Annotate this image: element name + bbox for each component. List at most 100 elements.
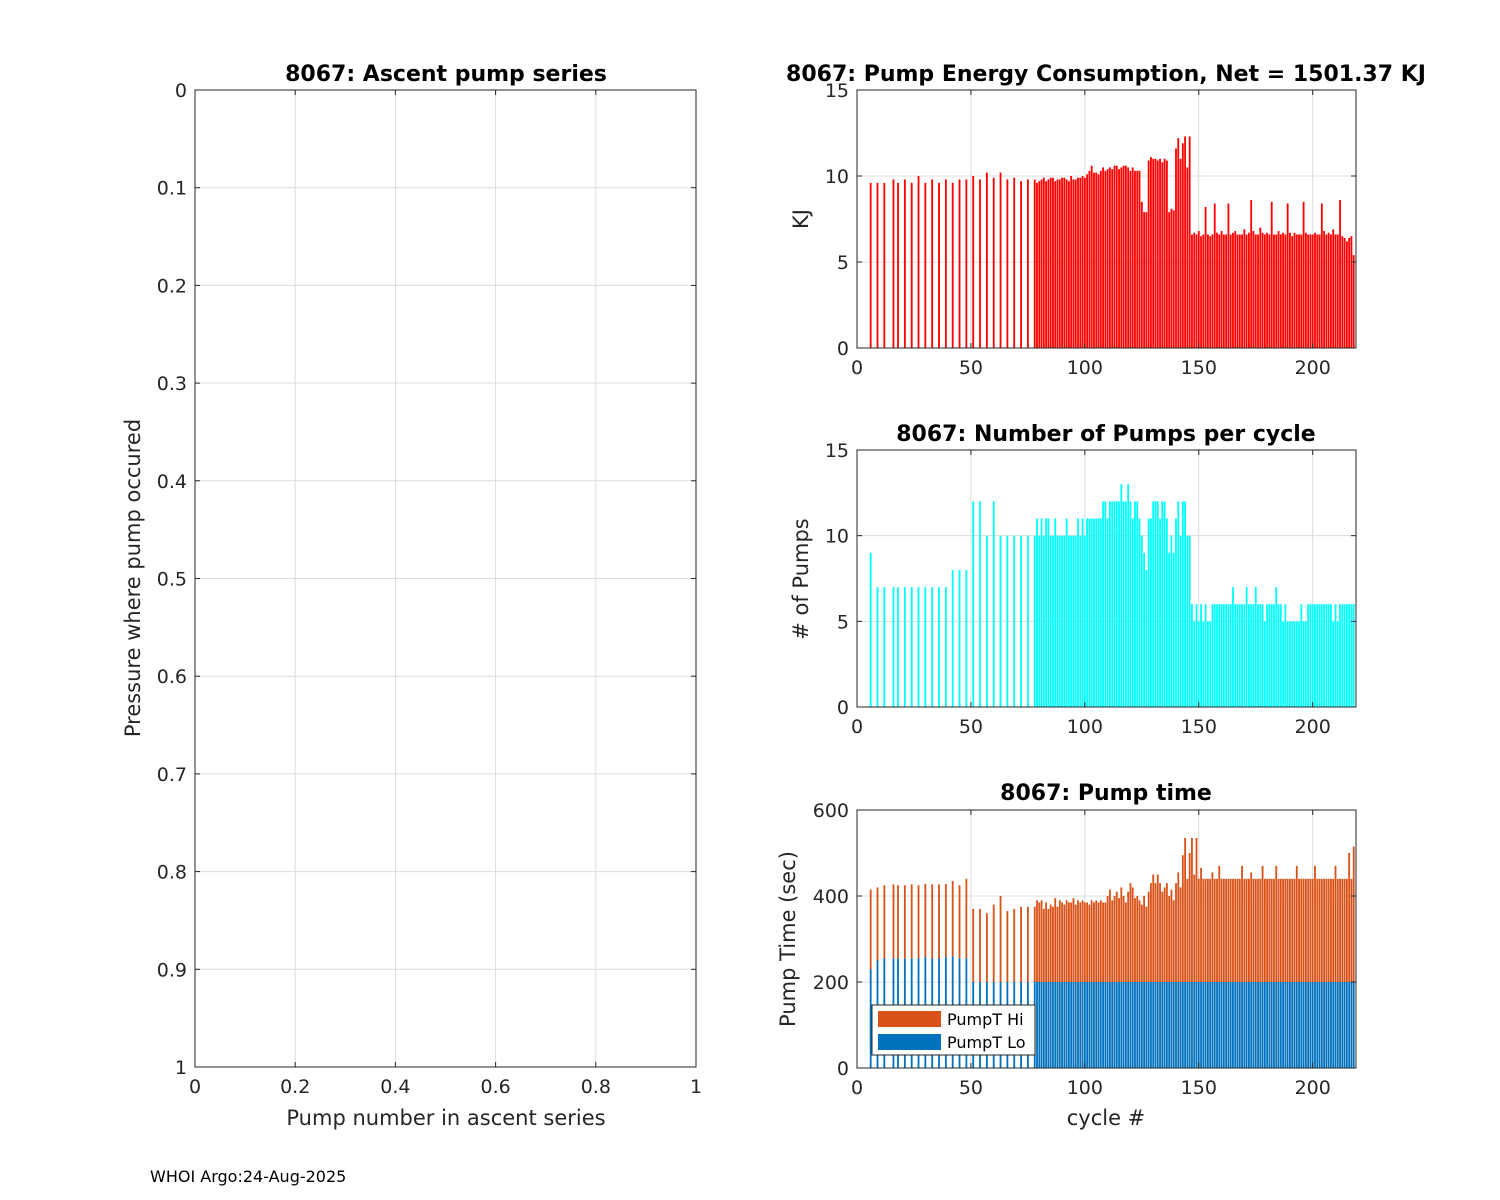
energy-bar bbox=[1302, 201, 1305, 348]
pumpt-lo-bar bbox=[1052, 982, 1054, 1068]
energy-bar bbox=[1193, 232, 1196, 348]
pumpt-lo-bar bbox=[1118, 982, 1120, 1068]
pumpt-lo-bar bbox=[1090, 982, 1093, 1068]
energy-bar bbox=[1209, 236, 1212, 348]
pumpt-lo-bar bbox=[1314, 982, 1316, 1068]
pumpt-lo-bar bbox=[1222, 982, 1225, 1068]
pumpt-hi-bar bbox=[1222, 878, 1225, 982]
pumpt-lo-bar bbox=[1138, 982, 1141, 1068]
pumpt-lo-bar bbox=[1134, 982, 1136, 1068]
pumps-bar bbox=[1081, 518, 1084, 707]
pumpt-hi-bar bbox=[1063, 904, 1066, 982]
energy-bar bbox=[1345, 241, 1348, 348]
pumps-bar bbox=[1234, 604, 1237, 707]
pumpt-hi-bar bbox=[1168, 896, 1171, 982]
pumpt-lo-bar bbox=[1159, 982, 1161, 1068]
energy-bar bbox=[1200, 236, 1202, 348]
pumps-bar bbox=[1332, 621, 1335, 707]
pumpt-lo-bar bbox=[1343, 982, 1346, 1068]
pumpt-lo-bar bbox=[1263, 982, 1266, 1068]
energy-bar bbox=[1216, 232, 1218, 348]
ascent-xtick-label: 0.4 bbox=[380, 1076, 410, 1098]
pumps-bar bbox=[1259, 604, 1262, 707]
energy-bar bbox=[1232, 232, 1234, 348]
energy-bar bbox=[1341, 236, 1344, 348]
pumpt-lo-bar bbox=[1193, 982, 1196, 1068]
pumpt-hi-bar bbox=[1259, 878, 1262, 982]
pumps-bar bbox=[1206, 621, 1209, 707]
ascent-ytick-label: 0.1 bbox=[157, 178, 187, 200]
pumpt-hi-bar bbox=[1289, 878, 1291, 982]
pumpt-lo-bar bbox=[1259, 982, 1262, 1068]
pumpt-lo-bar bbox=[1206, 982, 1209, 1068]
pumps-plot-frame bbox=[856, 449, 1357, 708]
pumpt-hi-bar bbox=[1339, 878, 1341, 982]
pumpt-hi-bar bbox=[1186, 878, 1189, 982]
energy-bar bbox=[1211, 234, 1214, 348]
ascent-title: 8067: Ascent pump series bbox=[285, 62, 607, 87]
energy-bar bbox=[1330, 234, 1332, 348]
pumpt-hi-bar bbox=[1345, 878, 1348, 982]
pumpt-lo-bar bbox=[1238, 982, 1241, 1068]
pumpt-hi-bar bbox=[1152, 874, 1155, 982]
energy-bar bbox=[1261, 232, 1264, 348]
energy-bar bbox=[1222, 234, 1225, 348]
ascent-xtick-label: 0.6 bbox=[480, 1076, 510, 1098]
energy-bar bbox=[1045, 181, 1048, 348]
pumpt-lo-bar bbox=[1161, 982, 1164, 1068]
energy-xtick-label: 200 bbox=[1295, 357, 1331, 379]
pumpt-hi-bar bbox=[938, 884, 940, 959]
pumps-bar bbox=[1320, 604, 1323, 707]
pumpt-hi-bar bbox=[1175, 883, 1177, 982]
pumpt-hi-bar bbox=[1211, 872, 1214, 982]
pumps-bar bbox=[903, 587, 906, 707]
pumps-bar bbox=[1090, 518, 1093, 707]
pumps-bar bbox=[1286, 621, 1289, 707]
pumps-bar bbox=[1229, 604, 1232, 707]
pumps-bar bbox=[1122, 501, 1125, 707]
pumpt-hi-bar bbox=[1047, 908, 1050, 982]
pumpt-hi-bar bbox=[1090, 900, 1093, 982]
pumpt-lo-bar bbox=[1143, 982, 1146, 1068]
energy-bar bbox=[1036, 182, 1038, 348]
pumps-bar bbox=[1209, 621, 1212, 707]
pumpt-hi-bar bbox=[1302, 878, 1305, 982]
pumps-bar bbox=[938, 587, 940, 707]
pumps-bar bbox=[1270, 604, 1273, 707]
pumps-bar bbox=[1252, 604, 1255, 707]
energy-bar bbox=[1033, 179, 1036, 348]
pumpt-lo-bar bbox=[1122, 982, 1125, 1068]
energy-bar bbox=[1218, 234, 1221, 348]
ascent-ytick-label: 0.4 bbox=[157, 471, 187, 493]
energy-bar bbox=[1311, 234, 1314, 348]
pumps-bar bbox=[1184, 501, 1187, 707]
pumpt-hi-bar bbox=[1200, 868, 1202, 982]
pumpt-lo-bar bbox=[1236, 982, 1239, 1068]
pumptime-xlabel: cycle # bbox=[1067, 1106, 1146, 1130]
pumpt-hi-bar bbox=[1277, 878, 1280, 982]
pumpt-lo-bar bbox=[1352, 982, 1355, 1068]
energy-bar bbox=[1138, 170, 1141, 348]
pumpt-lo-bar bbox=[1140, 982, 1143, 1068]
energy-bar bbox=[1277, 231, 1280, 348]
energy-bar bbox=[1102, 167, 1104, 348]
pumps-bar bbox=[1147, 518, 1150, 707]
energy-bar bbox=[1213, 203, 1216, 348]
pumps-bar bbox=[1325, 604, 1328, 707]
pumpt-hi-bar bbox=[1061, 902, 1063, 982]
energy-bar bbox=[1104, 170, 1107, 348]
energy-bar bbox=[1131, 167, 1134, 348]
pumps-bar bbox=[1175, 518, 1177, 707]
energy-xtick-label: 0 bbox=[851, 357, 863, 379]
energy-bar bbox=[876, 182, 879, 348]
pumps-xtick-label: 50 bbox=[959, 716, 983, 738]
pumpt-lo-bar bbox=[1270, 982, 1273, 1068]
pumpt-lo-bar bbox=[1070, 982, 1073, 1068]
pumpt-hi-bar bbox=[1263, 878, 1266, 982]
pumpt-lo-bar bbox=[1083, 982, 1086, 1068]
pumpt-hi-bar bbox=[1330, 878, 1332, 982]
energy-bar bbox=[1298, 234, 1300, 348]
pumps-bar bbox=[1113, 501, 1116, 707]
pumpt-hi-bar bbox=[1350, 878, 1353, 982]
pumpt-hi-bar bbox=[1348, 853, 1351, 982]
